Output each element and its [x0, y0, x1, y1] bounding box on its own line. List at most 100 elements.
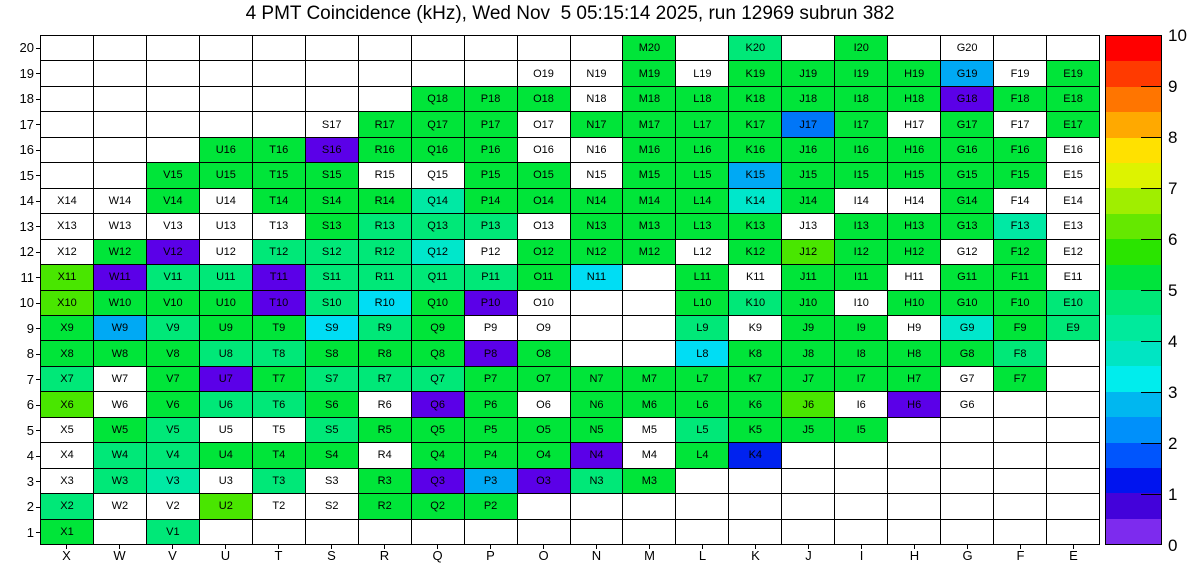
cell-I19: I19	[835, 61, 889, 87]
cell-label: T11	[269, 271, 288, 284]
cell-L17: L17	[676, 112, 730, 138]
cell-label: H7	[907, 373, 922, 386]
cell-label: L5	[696, 423, 709, 436]
cell-empty	[888, 519, 942, 545]
cell-V10: V10	[146, 290, 200, 316]
cell-label: F18	[1010, 93, 1030, 106]
cell-label: R14	[374, 194, 395, 207]
cell-S3: S3	[305, 468, 359, 495]
cell-empty	[1047, 341, 1100, 367]
cell-M4: M4	[623, 443, 677, 469]
cell-empty	[888, 36, 942, 62]
cell-R10: R10	[358, 290, 412, 316]
cell-label: X12	[57, 245, 77, 258]
cell-V12: V12	[146, 239, 200, 266]
colorbar-tick-label: 0	[1168, 536, 1178, 555]
cell-T14: T14	[252, 188, 306, 215]
cell-label: J13	[799, 220, 818, 233]
cell-L19: L19	[676, 61, 730, 87]
cell-label: G16	[956, 144, 978, 157]
cell-label: L11	[693, 271, 712, 284]
cell-T13: T13	[252, 214, 306, 240]
cell-K4: K4	[729, 443, 783, 469]
cell-V8: V8	[146, 341, 200, 367]
x-tick-label: M	[644, 548, 655, 563]
y-tick-label: 10	[19, 295, 34, 310]
cell-empty	[517, 519, 571, 545]
cell-P14: P14	[464, 188, 518, 215]
cell-P3: P3	[464, 468, 518, 495]
cell-F12: F12	[994, 239, 1048, 266]
cell-E13: E13	[1047, 214, 1100, 240]
cell-label: E19	[1063, 67, 1083, 80]
cell-empty	[146, 86, 200, 113]
cell-P2: P2	[464, 494, 518, 520]
cell-label: F12	[1010, 245, 1030, 258]
cell-label: N16	[586, 144, 607, 157]
cell-empty	[782, 494, 836, 520]
cell-label: P18	[480, 93, 501, 106]
x-tick-label: G	[962, 548, 973, 563]
cell-label: R7	[377, 373, 392, 386]
cell-empty	[305, 519, 359, 545]
cell-F8: F8	[994, 341, 1048, 367]
cell-I15: I15	[835, 163, 889, 189]
cell-label: M6	[641, 398, 658, 411]
cell-label: R17	[374, 118, 395, 131]
cell-label: G14	[956, 194, 978, 207]
cell-W4: W4	[93, 443, 147, 469]
x-axis-tick	[861, 545, 862, 549]
cell-label: L19	[693, 67, 712, 80]
cell-label: P17	[480, 118, 501, 131]
cell-label: F10	[1010, 296, 1030, 309]
cell-label: R8	[377, 347, 392, 360]
cell-V7: V7	[146, 366, 200, 393]
cell-label: P4	[483, 449, 498, 462]
colorbar	[1105, 35, 1162, 545]
cell-G10: G10	[941, 290, 995, 316]
cell-label: J16	[799, 144, 818, 157]
cell-X5: X5	[41, 417, 94, 444]
cell-empty	[411, 36, 465, 62]
cell-K14: K14	[729, 188, 783, 215]
cell-label: M19	[638, 67, 661, 80]
x-axis-tick	[172, 545, 173, 549]
cell-E10: E10	[1047, 290, 1100, 316]
cell-label: G9	[959, 322, 975, 335]
cell-empty	[517, 494, 571, 520]
cell-label: K13	[745, 220, 766, 233]
colorbar-tick-label: 3	[1168, 383, 1178, 402]
cell-label: O6	[536, 398, 551, 411]
cell-H12: H12	[888, 239, 942, 266]
cell-L6: L6	[676, 392, 730, 418]
cell-empty	[41, 61, 94, 87]
x-axis-tick	[384, 545, 385, 549]
cell-label: N4	[589, 449, 604, 462]
cell-J9: J9	[782, 315, 836, 342]
cell-label: R15	[374, 169, 395, 182]
cell-label: S16	[321, 144, 342, 157]
cell-label: K6	[748, 398, 763, 411]
cell-label: L7	[696, 373, 709, 386]
cell-label: I11	[853, 271, 869, 284]
y-axis-tick	[36, 251, 40, 253]
cell-M15: M15	[623, 163, 677, 189]
cell-label: K17	[745, 118, 766, 131]
cell-label: S3	[324, 474, 339, 487]
cell-label: X6	[60, 398, 74, 411]
cell-S5: S5	[305, 417, 359, 444]
cell-label: Q3	[430, 474, 445, 487]
cell-F17: F17	[994, 112, 1048, 138]
cell-R2: R2	[358, 494, 412, 520]
cell-empty	[199, 519, 253, 545]
cell-P11: P11	[464, 265, 518, 291]
cell-label: F17	[1010, 118, 1030, 131]
cell-S4: S4	[305, 443, 359, 469]
cell-J8: J8	[782, 341, 836, 367]
cell-label: Q17	[427, 118, 449, 131]
cell-W14: W14	[93, 188, 147, 215]
cell-label: K10	[745, 296, 766, 309]
x-tick-label: O	[538, 548, 549, 563]
cell-label: I6	[856, 398, 866, 411]
cell-label: H13	[904, 220, 925, 233]
